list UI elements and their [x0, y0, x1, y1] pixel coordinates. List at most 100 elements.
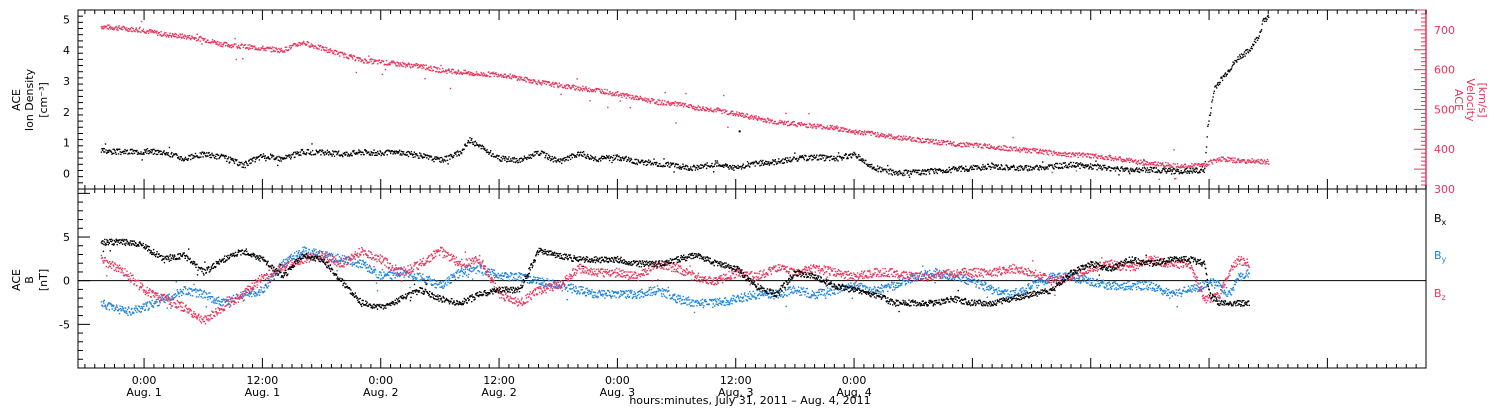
density-point — [591, 156, 593, 158]
velocity-point — [169, 32, 171, 34]
velocity-point — [595, 87, 597, 90]
density-point — [461, 152, 463, 154]
velocity-point — [895, 137, 897, 139]
velocity-point — [940, 139, 943, 142]
velocity-point — [1221, 160, 1223, 162]
velocity-point — [911, 138, 913, 140]
by-point — [380, 272, 382, 274]
density-point — [825, 157, 827, 159]
density-point — [790, 161, 792, 163]
velocity-point — [958, 144, 960, 147]
density-point — [917, 171, 919, 174]
velocity-point — [280, 47, 282, 50]
by-point — [204, 296, 207, 299]
velocity-point — [1027, 149, 1030, 152]
density-point — [337, 150, 340, 152]
density-point — [1199, 171, 1201, 174]
velocity-point — [830, 126, 833, 128]
velocity-point — [1227, 156, 1229, 159]
by-point — [542, 282, 544, 284]
density-point — [320, 150, 323, 153]
density-point — [726, 164, 729, 166]
velocity-point — [502, 75, 504, 77]
density-point — [317, 152, 319, 154]
density-point — [1253, 40, 1256, 43]
density-point — [814, 157, 817, 159]
density-point — [235, 159, 237, 161]
density-point — [316, 151, 318, 153]
velocity-point — [574, 89, 576, 91]
density-point — [167, 152, 169, 154]
velocity-point — [889, 137, 891, 139]
velocity-point — [1182, 165, 1185, 167]
density-point — [885, 170, 888, 172]
velocity-point — [493, 75, 495, 77]
velocity-point — [230, 47, 233, 49]
velocity-point — [248, 48, 250, 51]
density-point — [299, 151, 301, 153]
velocity-point — [962, 146, 964, 148]
density-point — [1256, 36, 1258, 39]
velocity-point — [934, 143, 936, 145]
density-point — [560, 159, 562, 161]
velocity-point — [782, 123, 785, 126]
velocity-point — [1170, 166, 1172, 168]
by-point — [255, 291, 257, 294]
velocity-axis-label: ACE — [1452, 89, 1465, 111]
velocity-point — [699, 106, 701, 109]
by-point — [214, 300, 216, 302]
velocity-point — [1026, 149, 1028, 151]
velocity-point — [1158, 178, 1160, 181]
density-point — [1141, 170, 1143, 172]
by-point — [392, 274, 394, 276]
velocity-point — [630, 98, 633, 100]
density-point — [1252, 44, 1254, 47]
density-point — [1191, 172, 1194, 174]
velocity-point — [289, 44, 291, 47]
density-point — [607, 156, 609, 158]
by-point — [509, 275, 511, 278]
density-point — [1185, 168, 1188, 170]
velocity-point — [1185, 165, 1187, 168]
velocity-point — [836, 128, 839, 130]
density-point — [211, 152, 213, 155]
velocity-point — [820, 124, 822, 126]
velocity-point — [284, 51, 286, 53]
density-point — [630, 157, 632, 160]
velocity-point — [1085, 153, 1087, 155]
velocity-point — [670, 102, 672, 104]
density-point — [155, 153, 158, 156]
velocity-point — [100, 26, 103, 28]
density-point — [1054, 165, 1056, 168]
by-point — [243, 290, 245, 293]
by-point — [179, 288, 181, 291]
density-point — [520, 157, 523, 159]
density-point — [267, 156, 269, 158]
velocity-point — [666, 101, 668, 104]
density-point — [914, 171, 916, 173]
velocity-point — [1175, 177, 1177, 180]
density-point — [569, 154, 571, 157]
by-point — [141, 307, 143, 309]
density-point — [163, 150, 165, 152]
by-point — [481, 271, 484, 274]
density-point — [327, 151, 329, 153]
velocity-point — [765, 121, 768, 124]
density-point — [742, 163, 744, 165]
velocity-point — [975, 142, 978, 144]
density-point — [785, 160, 788, 162]
density-point — [122, 150, 124, 152]
velocity-point — [763, 118, 766, 120]
density-point — [297, 151, 300, 154]
density-point — [820, 158, 823, 160]
velocity-point — [555, 82, 558, 84]
by-point — [278, 263, 281, 266]
velocity-point — [696, 106, 698, 109]
by-point — [247, 294, 249, 296]
by-point — [310, 252, 312, 254]
by-point — [201, 293, 204, 295]
b-axis-label: [nT] — [37, 269, 50, 291]
velocity-point — [122, 28, 124, 31]
by-point — [337, 260, 340, 263]
velocity-point — [1087, 152, 1089, 155]
